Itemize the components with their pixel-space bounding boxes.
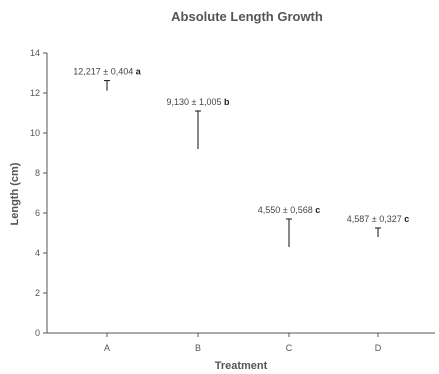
error-bar-b: 9,130 ± 1,005 b bbox=[167, 97, 231, 149]
data-label-c: 4,550 ± 0,568 c bbox=[258, 205, 321, 215]
chart-title: Absolute Length Growth bbox=[171, 9, 323, 24]
y-tick-label: 4 bbox=[35, 248, 40, 258]
data-label-value: 4,550 ± 0,568 bbox=[258, 205, 316, 215]
y-tick-label: 6 bbox=[35, 208, 40, 218]
x-axis-label: Treatment bbox=[215, 360, 268, 372]
x-tick-label: B bbox=[195, 343, 201, 353]
y-tick-label: 0 bbox=[35, 328, 40, 338]
x-axis: A B C D bbox=[47, 332, 435, 353]
error-bar-c: 4,550 ± 0,568 c bbox=[258, 205, 321, 247]
y-axis-label: Length (cm) bbox=[9, 162, 21, 225]
x-tick-label: A bbox=[104, 343, 110, 353]
y-tick-label: 10 bbox=[30, 128, 40, 138]
y-tick-label: 2 bbox=[35, 288, 40, 298]
data-marks: 12,217 ± 0,404 a 9,130 ± 1,005 b 4,550 ± 0… bbox=[73, 67, 409, 247]
data-label-b: 9,130 ± 1,005 b bbox=[167, 97, 231, 107]
data-label-value: 4,587 ± 0,327 bbox=[347, 214, 405, 224]
data-label-value: 12,217 ± 0,404 bbox=[73, 67, 136, 77]
significance-letter: b bbox=[224, 97, 230, 107]
data-label-d: 4,587 ± 0,327 c bbox=[347, 214, 410, 224]
y-tick-label: 14 bbox=[30, 48, 40, 58]
significance-letter: c bbox=[315, 205, 320, 215]
data-label-a: 12,217 ± 0,404 a bbox=[73, 67, 142, 77]
y-tick-label: 8 bbox=[35, 168, 40, 178]
significance-letter: c bbox=[404, 214, 409, 224]
y-axis: 0 2 4 6 8 10 12 14 bbox=[30, 48, 48, 338]
error-bar-d: 4,587 ± 0,327 c bbox=[347, 214, 410, 237]
y-tick-label: 12 bbox=[30, 88, 40, 98]
data-label-value: 9,130 ± 1,005 bbox=[167, 97, 225, 107]
x-tick-label: C bbox=[286, 343, 293, 353]
significance-letter: a bbox=[136, 67, 142, 77]
error-bar-a: 12,217 ± 0,404 a bbox=[73, 67, 142, 91]
x-tick-label: D bbox=[375, 343, 382, 353]
